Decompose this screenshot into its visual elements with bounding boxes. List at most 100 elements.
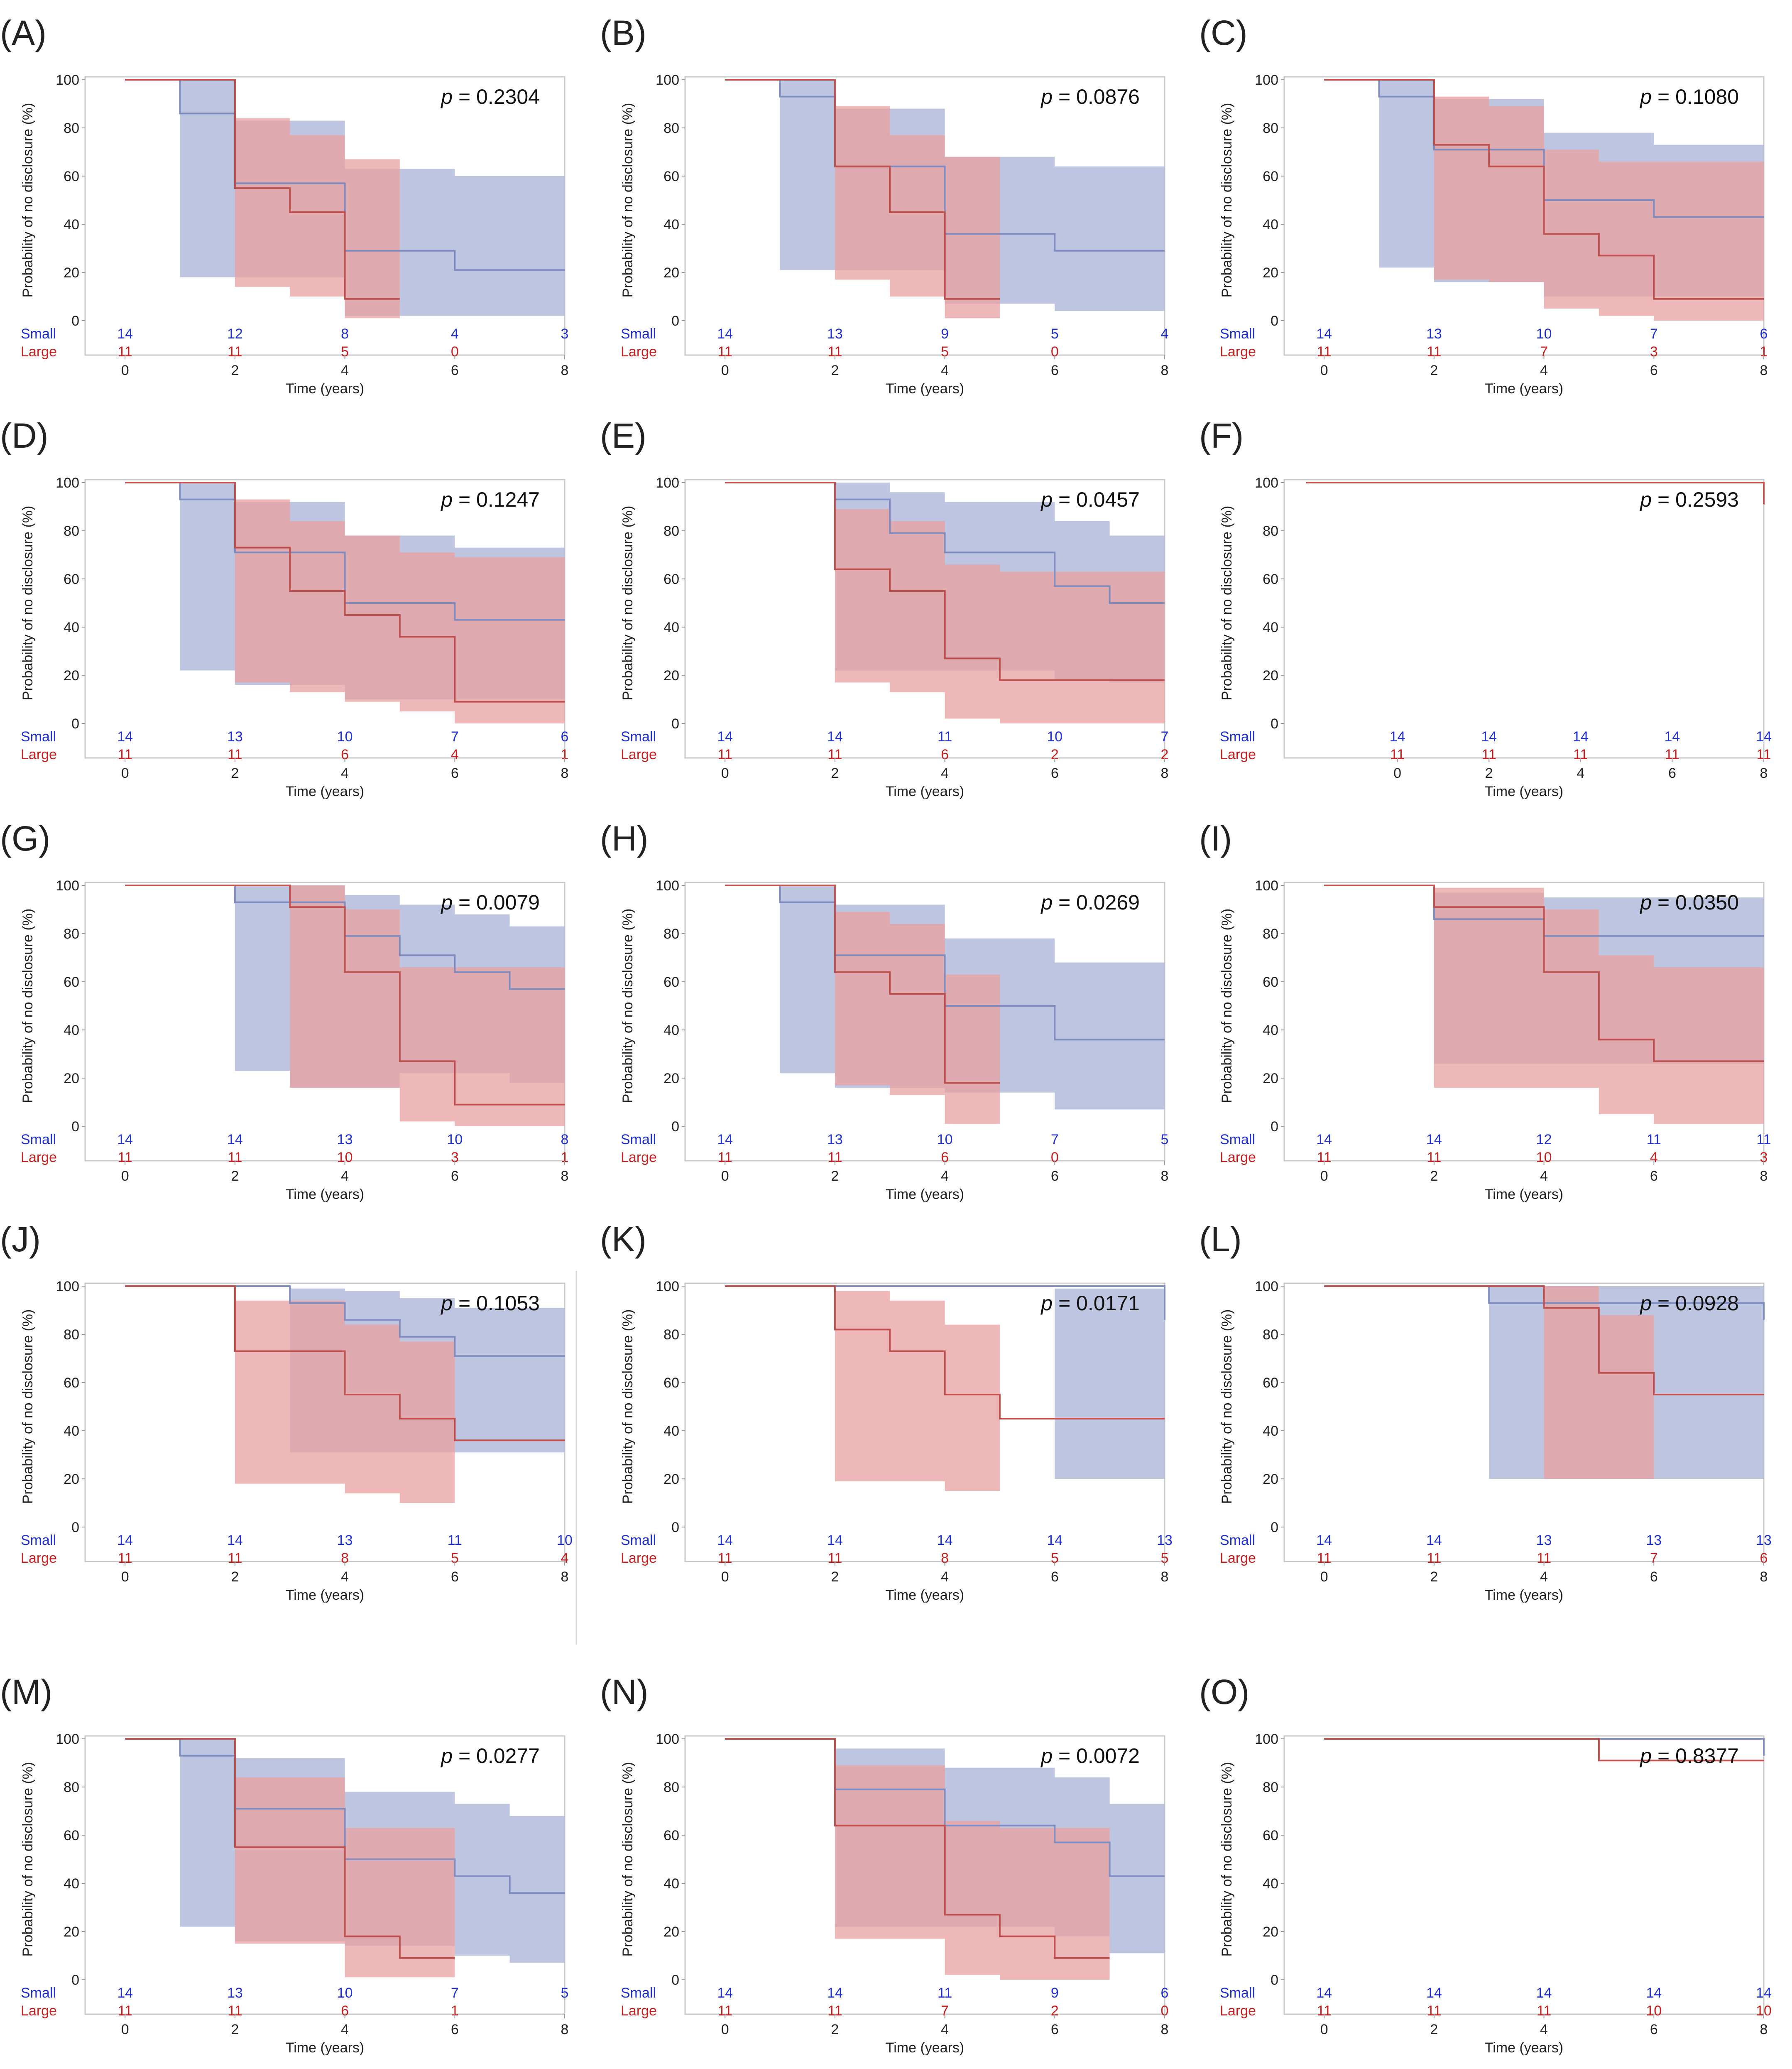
- y-tick-label: 60: [1263, 571, 1278, 587]
- risk-count-small: 10: [447, 1132, 463, 1147]
- ci-band-large: [725, 1286, 1000, 1491]
- x-tick-label: 8: [561, 363, 569, 378]
- risk-label-large: Large: [21, 344, 57, 360]
- risk-count-large: 2: [1051, 747, 1059, 762]
- risk-count-small: 13: [1756, 1532, 1772, 1548]
- panel-o: (O)Probability of no disclosure (%)02040…: [1199, 1672, 1772, 2056]
- x-axis-label: Time (years): [886, 784, 965, 799]
- panel-m: (M)Probability of no disclosure (%)02040…: [0, 1672, 568, 2056]
- ci-band-large: [1544, 1286, 1654, 1479]
- risk-label-large: Large: [1220, 1550, 1256, 1566]
- x-tick-label: 2: [831, 1168, 839, 1184]
- risk-count-small: 14: [1646, 1985, 1662, 2001]
- risk-count-small: 13: [1157, 1532, 1173, 1548]
- x-axis-label: Time (years): [1485, 1186, 1564, 1202]
- y-tick-label: 100: [56, 1279, 79, 1294]
- x-tick-label: 8: [1161, 1168, 1169, 1184]
- risk-label-small: Small: [21, 1532, 56, 1548]
- risk-count-small: 14: [1316, 326, 1332, 342]
- risk-count-small: 14: [117, 1532, 133, 1548]
- x-tick-label: 0: [721, 765, 729, 781]
- panel-label: (O): [1199, 1672, 1249, 1711]
- p-value: p = 0.0876: [1040, 85, 1140, 108]
- plot-frame: [1283, 1735, 1765, 2015]
- panel-label: (H): [600, 819, 649, 858]
- risk-count-small: 14: [1536, 1985, 1552, 2001]
- x-tick-label: 0: [121, 1168, 129, 1184]
- panel-h: (H)Probability of no disclosure (%)02040…: [600, 819, 1168, 1202]
- x-axis-label: Time (years): [1485, 381, 1564, 397]
- risk-count-small: 9: [1051, 1985, 1059, 2001]
- risk-count-large: 1: [1760, 344, 1768, 360]
- x-tick-label: 2: [1430, 1569, 1438, 1585]
- risk-count-small: 13: [1646, 1532, 1662, 1548]
- risk-count-small: 10: [337, 729, 353, 745]
- y-tick-label: 100: [56, 1731, 79, 1747]
- risk-label-large: Large: [621, 2003, 657, 2019]
- x-tick-label: 8: [1161, 2022, 1169, 2037]
- x-tick-label: 0: [1320, 363, 1328, 378]
- x-axis-label: Time (years): [886, 2040, 965, 2056]
- risk-label-small: Small: [621, 326, 656, 342]
- panel-a: (A)Probability of no disclosure (%)02040…: [0, 13, 568, 397]
- y-tick-label: 20: [663, 1924, 679, 1940]
- x-axis-label: Time (years): [886, 1186, 965, 1202]
- risk-label-large: Large: [621, 1150, 657, 1165]
- y-tick-label: 0: [71, 1520, 79, 1535]
- risk-count-small: 9: [941, 326, 949, 342]
- risk-count-large: 0: [451, 344, 459, 360]
- x-tick-label: 0: [1320, 1168, 1328, 1184]
- risk-count-large: 2: [1051, 2003, 1059, 2019]
- risk-count-large: 5: [1161, 1550, 1169, 1566]
- risk-label-small: Small: [621, 1532, 656, 1548]
- y-tick-label: 80: [1263, 1327, 1278, 1343]
- y-tick-label: 80: [1263, 523, 1278, 539]
- y-tick-label: 20: [1263, 668, 1278, 684]
- risk-count-large: 7: [1540, 344, 1548, 360]
- risk-count-small: 7: [451, 1985, 459, 2001]
- x-tick-label: 6: [451, 2022, 459, 2037]
- y-axis-label: Probability of no disclosure (%): [1219, 103, 1235, 298]
- x-tick-label: 2: [231, 765, 239, 781]
- x-tick-label: 0: [121, 363, 129, 378]
- p-value: p = 0.0277: [440, 1744, 540, 1767]
- y-tick-label: 100: [56, 878, 79, 894]
- risk-count-large: 6: [341, 2003, 349, 2019]
- risk-label-large: Large: [621, 1550, 657, 1566]
- x-tick-label: 0: [121, 1569, 129, 1585]
- y-tick-label: 60: [663, 571, 679, 587]
- ci-band-large: [125, 80, 400, 319]
- y-tick-label: 80: [1263, 120, 1278, 136]
- y-tick-label: 20: [1263, 265, 1278, 281]
- p-value: p = 0.1080: [1639, 85, 1739, 108]
- risk-count-large: 0: [1051, 1150, 1059, 1165]
- y-tick-label: 60: [663, 1375, 679, 1391]
- risk-count-large: 6: [1760, 1550, 1768, 1566]
- x-axis-label: Time (years): [286, 1587, 365, 1603]
- y-tick-label: 80: [64, 523, 79, 539]
- risk-count-small: 14: [717, 1132, 733, 1147]
- risk-count-small: 4: [1161, 326, 1169, 342]
- panel-label: (A): [0, 13, 47, 52]
- panel-label: (L): [1199, 1220, 1242, 1259]
- y-tick-label: 60: [1263, 1375, 1278, 1391]
- risk-count-small: 14: [117, 326, 133, 342]
- risk-label-small: Small: [1220, 326, 1255, 342]
- risk-count-small: 14: [1316, 1985, 1332, 2001]
- p-value: p = 0.0079: [440, 891, 540, 914]
- x-axis-label: Time (years): [886, 1587, 965, 1603]
- km-curve-large: [125, 79, 400, 300]
- risk-label-large: Large: [1220, 1150, 1256, 1165]
- y-tick-label: 60: [64, 1375, 79, 1391]
- x-tick-label: 2: [1430, 363, 1438, 378]
- risk-count-small: 13: [1426, 326, 1442, 342]
- risk-label-large: Large: [1220, 344, 1256, 360]
- risk-count-small: 14: [827, 729, 843, 745]
- risk-count-small: 14: [117, 1985, 133, 2001]
- risk-label-small: Small: [21, 1985, 56, 2001]
- risk-label-large: Large: [1220, 747, 1256, 762]
- risk-count-large: 3: [451, 1150, 459, 1165]
- y-tick-label: 80: [663, 120, 679, 136]
- x-axis-label: Time (years): [1485, 2040, 1564, 2056]
- y-tick-label: 60: [64, 571, 79, 587]
